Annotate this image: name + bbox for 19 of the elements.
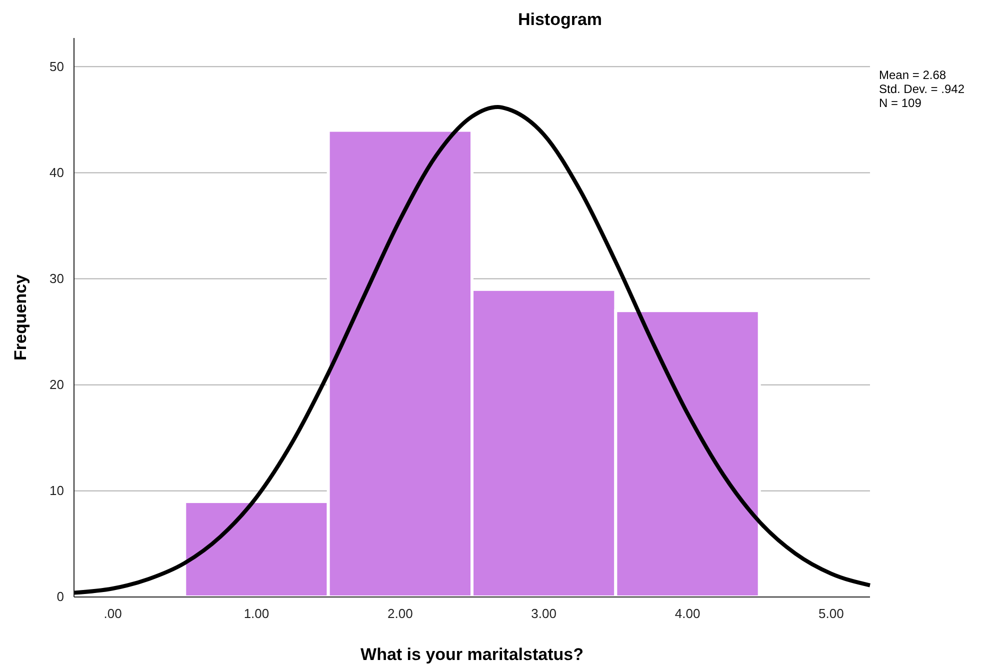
y-tick-label: 50	[50, 58, 64, 74]
y-tick-label: 20	[50, 377, 64, 392]
chart-title: Histogram	[518, 10, 602, 29]
y-axis-title: Frequency	[11, 274, 30, 360]
x-tick-label: .00	[104, 606, 122, 622]
x-tick-label: 4.00	[674, 606, 700, 622]
x-axis-title: What is your maritalstatus?	[360, 645, 584, 664]
text: Mean = 2.68	[879, 68, 946, 82]
text: Std. Dev. = .942	[879, 82, 965, 96]
x-tick-label: 3.00	[531, 606, 556, 622]
y-tick-label: 40	[50, 164, 64, 180]
x-tick-label: 1.00	[244, 606, 270, 622]
y-tick-label: 30	[50, 270, 64, 286]
x-tick-label: 5.00	[818, 606, 844, 622]
y-tick-label: 10	[50, 483, 64, 498]
text: N = 109	[879, 96, 922, 110]
line-series	[72, 104, 872, 595]
y-tick-label: 0	[56, 589, 64, 604]
x-tick-label: 2.00	[388, 606, 413, 622]
